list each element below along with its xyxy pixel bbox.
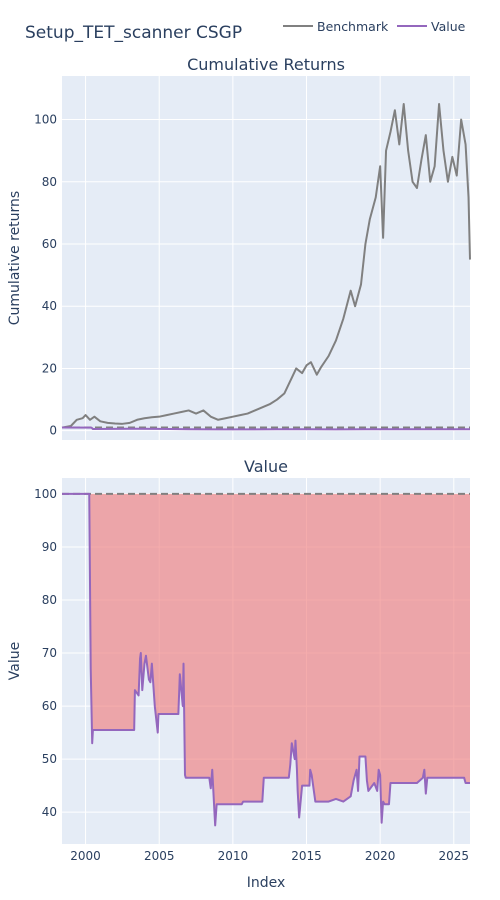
y-tick-label: 60 <box>42 237 57 251</box>
y-tick-label: 100 <box>34 487 57 501</box>
subplot-value: Value 40 50 60 70 80 90 100 Value <box>7 457 470 844</box>
y-tick-label: 50 <box>42 752 57 766</box>
legend-benchmark-label: Benchmark <box>317 19 389 34</box>
series-lines-top <box>61 103 471 431</box>
x-tick-label: 2015 <box>291 849 322 863</box>
legend[interactable]: Benchmark Value <box>283 19 466 34</box>
legend-value-label: Value <box>431 19 466 34</box>
series-line-benchmark[interactable] <box>61 103 471 429</box>
y-tick-label: 0 <box>49 424 57 438</box>
x-tick-label: 2005 <box>144 849 175 863</box>
y-tick-label: 90 <box>42 540 57 554</box>
y-tick-label: 40 <box>42 805 57 819</box>
x-tick-label: 2010 <box>218 849 249 863</box>
x-tick-label: 2020 <box>365 849 396 863</box>
drawdown-fill <box>62 493 470 826</box>
y-tick-label: 20 <box>42 361 57 375</box>
series-line-value[interactable] <box>61 426 471 431</box>
x-tick-label: 2000 <box>70 849 101 863</box>
y-tick-label: 80 <box>42 175 57 189</box>
y-ticks-bottom: 40 50 60 70 80 90 100 <box>34 487 57 819</box>
figure-title: Setup_TET_scanner CSGP <box>25 23 242 43</box>
y-tick-label: 60 <box>42 699 57 713</box>
y-tick-label: 70 <box>42 646 57 660</box>
x-tick-label: 2025 <box>439 849 470 863</box>
y-tick-label: 40 <box>42 299 57 313</box>
drawdown-area <box>62 493 470 826</box>
y-tick-label: 100 <box>34 113 57 127</box>
y-axis-label-top: Cumulative returns <box>7 191 23 325</box>
y-tick-label: 80 <box>42 593 57 607</box>
x-axis-label: Index <box>247 875 286 891</box>
legend-item-value[interactable]: Value <box>397 19 466 34</box>
subplot-cumulative-returns: Cumulative Returns 0 20 40 60 80 100 Cumulati… <box>7 55 471 440</box>
x-ticks: 2000 2005 2010 2015 2020 2025 <box>70 849 469 863</box>
y-axis-label-bottom: Value <box>7 642 23 680</box>
legend-item-benchmark[interactable]: Benchmark <box>283 19 389 34</box>
subplot-title-cumulative-returns: Cumulative Returns <box>187 55 345 74</box>
subplot-title-value: Value <box>244 457 288 476</box>
plot-area-top[interactable] <box>62 76 470 440</box>
y-ticks-top: 0 20 40 60 80 100 <box>34 113 57 438</box>
series-lines-bottom <box>62 492 470 827</box>
series-line-value[interactable] <box>62 492 470 827</box>
